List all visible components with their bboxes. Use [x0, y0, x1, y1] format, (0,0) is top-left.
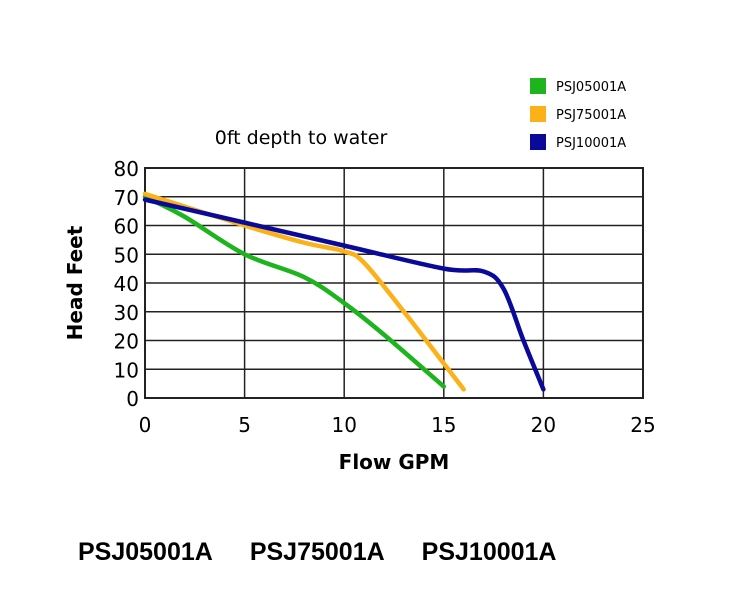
x-tick-label: 25: [630, 413, 655, 437]
legend-label: PSJ05001A: [556, 80, 626, 95]
x-tick-label: 10: [331, 413, 356, 437]
model-label: PSJ10001A: [421, 538, 557, 566]
y-tick-label: 10: [114, 358, 139, 382]
legend-label: PSJ75001A: [556, 108, 626, 123]
y-axis-label: Head Feet: [63, 225, 87, 340]
y-tick-label: 20: [114, 330, 139, 354]
model-label: PSJ75001A: [249, 538, 385, 566]
series-line-psj05001a: [142, 194, 447, 389]
y-tick-label: 40: [114, 272, 139, 296]
series-line-psj75001a: [142, 191, 466, 392]
y-tick-label: 30: [114, 301, 139, 325]
y-tick-label: 50: [114, 243, 139, 267]
chart-title: 0ft depth to water: [215, 127, 388, 149]
legend-label: PSJ10001A: [556, 136, 626, 151]
model-label: PSJ05001A: [78, 538, 213, 566]
x-tick-label: 20: [531, 413, 556, 437]
x-tick-label: 5: [238, 413, 251, 437]
y-tick-label: 0: [126, 387, 139, 411]
y-tick-label: 60: [114, 215, 139, 239]
series-line-psj10001a: [142, 197, 546, 392]
x-tick-label: 15: [431, 413, 456, 437]
x-axis-label: Flow GPM: [339, 450, 450, 474]
model-list: PSJ05001A PSJ75001A PSJ10001A: [78, 538, 556, 567]
x-tick-label: 0: [139, 413, 152, 437]
legend-swatch: [530, 106, 546, 122]
y-tick-label: 80: [114, 157, 139, 181]
y-tick-label: 70: [114, 186, 139, 210]
legend-swatch: [530, 134, 546, 150]
legend-swatch: [530, 78, 546, 94]
